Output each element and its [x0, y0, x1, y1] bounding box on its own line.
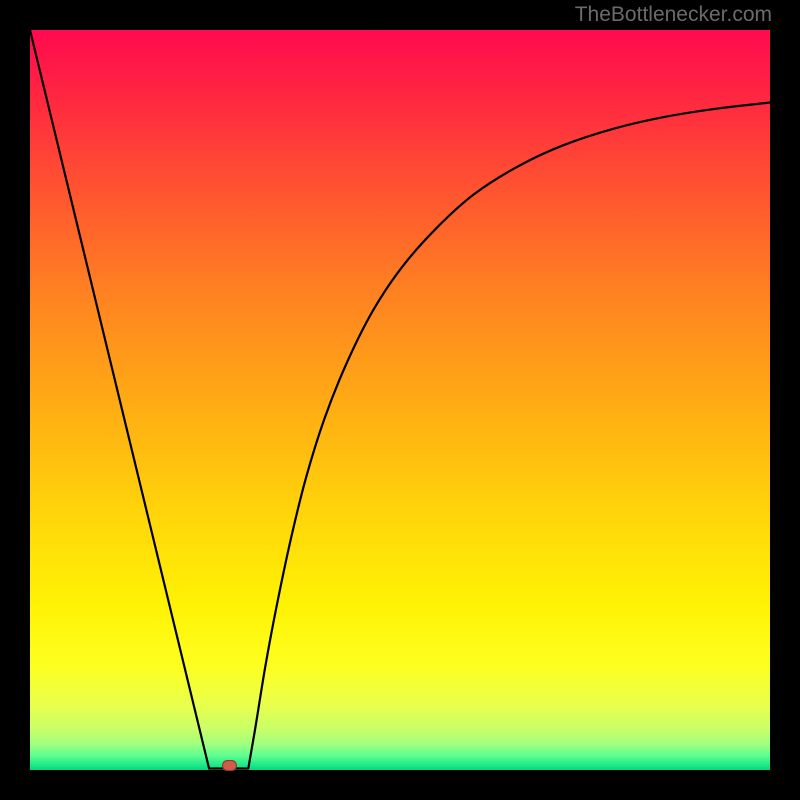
watermark-text: TheBottlenecker.com [575, 3, 772, 27]
plot-area [30, 30, 770, 770]
chart-container: TheBottlenecker.com [0, 0, 800, 800]
curve-svg [30, 30, 770, 770]
bottleneck-curve [30, 30, 770, 769]
valley-marker [222, 760, 237, 771]
